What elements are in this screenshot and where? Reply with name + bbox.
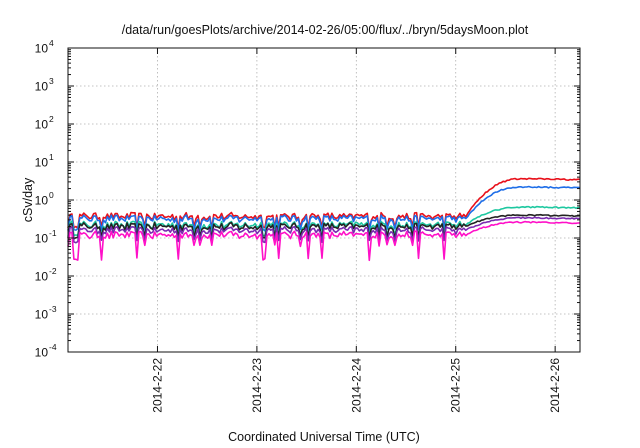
chart-title: /data/run/goesPlots/archive/2014-02-26/0… bbox=[122, 23, 529, 37]
y-tick-label-exponent: 0 bbox=[49, 190, 54, 200]
y-tick-label-exponent: 1 bbox=[49, 152, 54, 162]
grid-lines bbox=[68, 48, 580, 352]
y-tick-label: 10 bbox=[35, 346, 49, 360]
series-lines bbox=[67, 177, 581, 262]
x-axis-label: Coordinated Universal Time (UTC) bbox=[228, 430, 420, 444]
y-tick-label: 10 bbox=[35, 80, 49, 94]
x-tick-label: 2014-2-24 bbox=[349, 358, 363, 413]
y-tick-label-exponent: -1 bbox=[49, 228, 57, 238]
series-line bbox=[67, 216, 581, 244]
y-tick-label: 10 bbox=[35, 194, 49, 208]
x-tick-label: 2014-2-25 bbox=[449, 358, 463, 413]
y-tick-label: 10 bbox=[35, 118, 49, 132]
y-tick-label: 10 bbox=[35, 308, 49, 322]
series-line bbox=[67, 185, 581, 232]
y-tick-label-exponent: -3 bbox=[49, 304, 57, 314]
y-tick-label-exponent: -4 bbox=[49, 342, 57, 352]
y-tick-label: 10 bbox=[35, 232, 49, 246]
y-tick-label-exponent: 2 bbox=[49, 114, 54, 124]
y-tick-label: 10 bbox=[35, 156, 49, 170]
y-tick-label: 10 bbox=[35, 270, 49, 284]
series-line bbox=[67, 213, 581, 240]
x-tick-label: 2014-2-23 bbox=[250, 358, 264, 413]
x-axis-ticks: 2014-2-22 2014-2-23 2014-2-24 2014-2-25 2014… bbox=[150, 48, 562, 413]
series-line bbox=[67, 220, 581, 262]
y-tick-label-exponent: -2 bbox=[49, 266, 57, 276]
y-tick-label: 10 bbox=[35, 42, 49, 56]
y-axis-label: cSv/day bbox=[21, 177, 35, 222]
y-tick-label-exponent: 3 bbox=[49, 76, 54, 86]
y-tick-label-exponent: 4 bbox=[49, 38, 54, 48]
x-tick-label: 2014-2-22 bbox=[150, 358, 164, 413]
x-tick-label: 2014-2-26 bbox=[548, 358, 562, 413]
